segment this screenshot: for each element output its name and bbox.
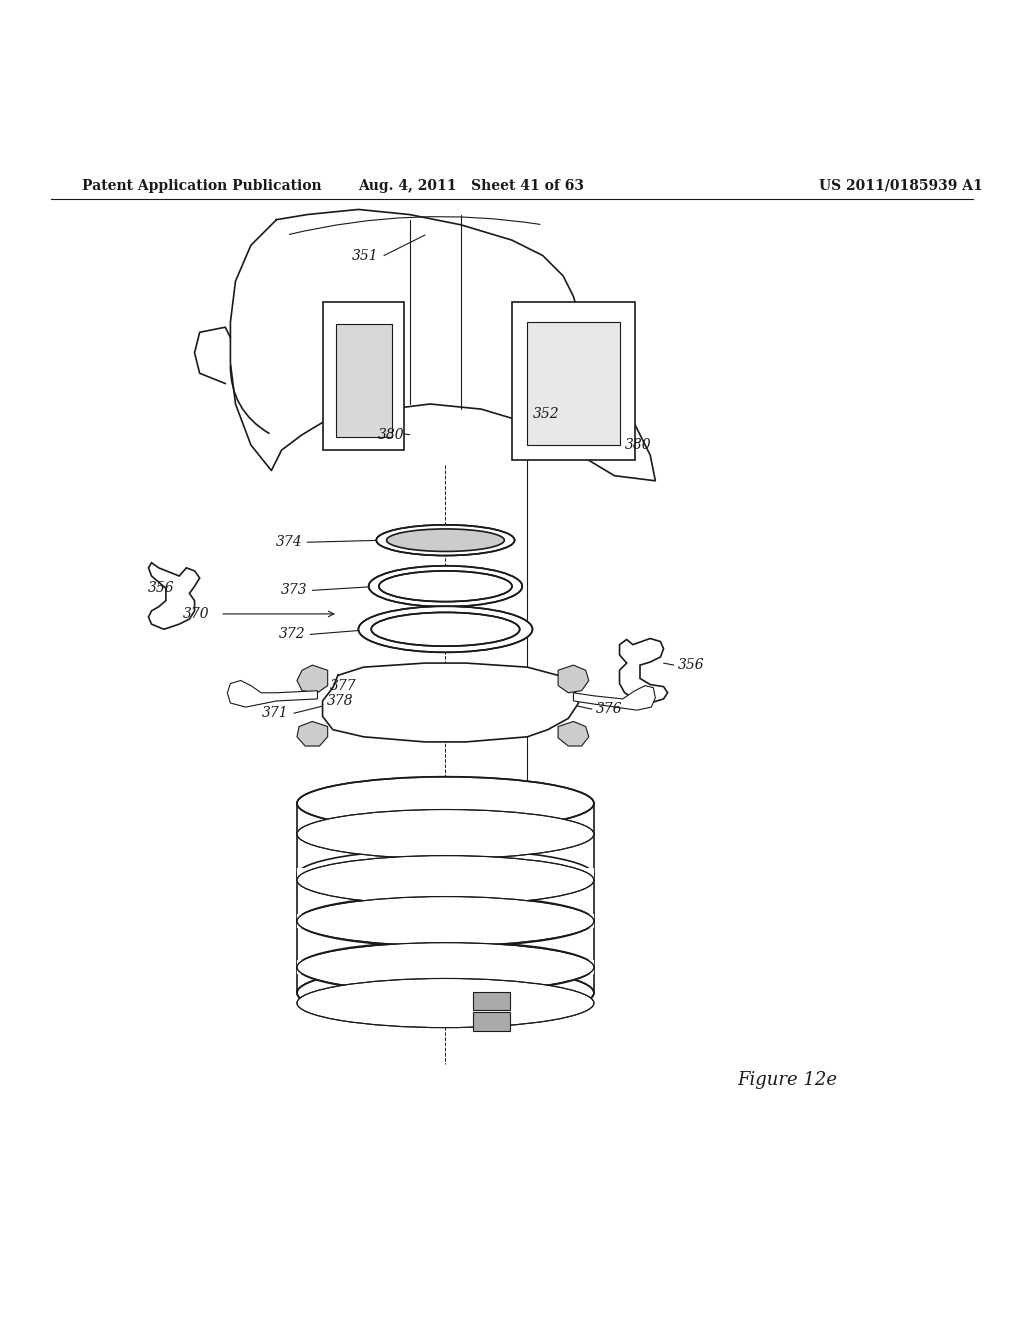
Ellipse shape xyxy=(367,682,524,726)
Text: 372: 372 xyxy=(279,627,305,642)
FancyBboxPatch shape xyxy=(473,1012,510,1031)
FancyBboxPatch shape xyxy=(473,991,510,1010)
Ellipse shape xyxy=(297,966,594,1019)
Ellipse shape xyxy=(297,809,594,858)
FancyBboxPatch shape xyxy=(336,325,392,437)
Text: 373: 373 xyxy=(281,583,307,598)
Polygon shape xyxy=(297,913,594,928)
Ellipse shape xyxy=(371,612,519,647)
Text: Figure 12e: Figure 12e xyxy=(737,1071,838,1089)
Text: 351: 351 xyxy=(352,248,379,263)
Ellipse shape xyxy=(377,525,514,556)
Ellipse shape xyxy=(379,572,512,602)
Text: 377: 377 xyxy=(330,678,356,693)
Text: 356: 356 xyxy=(147,581,174,595)
Text: 378: 378 xyxy=(327,694,353,708)
Ellipse shape xyxy=(297,776,594,830)
Ellipse shape xyxy=(297,855,594,904)
FancyBboxPatch shape xyxy=(527,322,620,445)
FancyBboxPatch shape xyxy=(512,301,635,461)
Ellipse shape xyxy=(386,529,504,552)
Polygon shape xyxy=(323,663,579,742)
Text: 374: 374 xyxy=(275,535,302,549)
Text: 380: 380 xyxy=(625,438,651,451)
Polygon shape xyxy=(297,722,328,746)
Ellipse shape xyxy=(297,942,594,991)
Polygon shape xyxy=(297,665,328,693)
Polygon shape xyxy=(230,210,655,480)
Ellipse shape xyxy=(297,978,594,1027)
Ellipse shape xyxy=(369,566,522,607)
Polygon shape xyxy=(148,562,200,630)
Polygon shape xyxy=(227,681,317,708)
Ellipse shape xyxy=(358,606,532,652)
Ellipse shape xyxy=(297,896,594,945)
Text: 371: 371 xyxy=(262,706,289,721)
Text: US 2011/0185939 A1: US 2011/0185939 A1 xyxy=(819,180,983,193)
Polygon shape xyxy=(558,665,589,693)
Polygon shape xyxy=(297,960,594,974)
FancyBboxPatch shape xyxy=(323,301,404,450)
Polygon shape xyxy=(558,722,589,746)
Text: 376: 376 xyxy=(596,702,623,717)
Text: 380: 380 xyxy=(378,428,404,442)
Polygon shape xyxy=(620,639,668,704)
Text: Patent Application Publication: Patent Application Publication xyxy=(82,180,322,193)
Text: Aug. 4, 2011   Sheet 41 of 63: Aug. 4, 2011 Sheet 41 of 63 xyxy=(358,180,584,193)
Ellipse shape xyxy=(384,688,507,721)
Text: 370: 370 xyxy=(183,607,210,620)
Polygon shape xyxy=(297,867,594,882)
Text: 352: 352 xyxy=(532,408,559,421)
Text: 356: 356 xyxy=(678,659,705,672)
Polygon shape xyxy=(573,685,655,710)
